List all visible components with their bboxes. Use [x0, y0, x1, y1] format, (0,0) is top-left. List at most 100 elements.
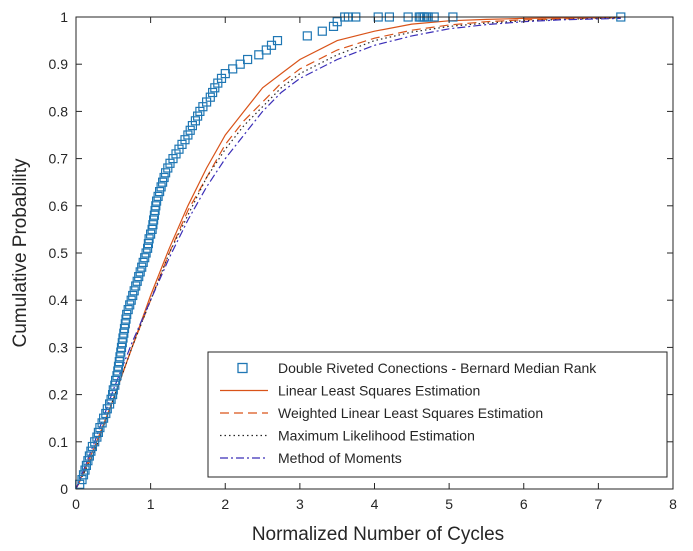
- data-point: [118, 333, 128, 343]
- data-point: [254, 50, 264, 60]
- data-point: [116, 342, 127, 352]
- data-point: [195, 106, 205, 117]
- y-tick-label: 0: [60, 481, 68, 497]
- data-point: [205, 92, 215, 102]
- data-point: [80, 465, 90, 475]
- legend: Double Riveted Conections - Bernard Medi…: [207, 351, 668, 478]
- y-tick-label: 0.9: [49, 56, 69, 72]
- x-tick-label: 8: [669, 496, 677, 512]
- data-point: [163, 163, 173, 173]
- x-tick-label: 6: [520, 496, 528, 512]
- data-point: [153, 191, 163, 201]
- x-tick-label: 7: [594, 496, 602, 512]
- data-point: [121, 314, 131, 324]
- data-point: [151, 201, 161, 211]
- data-point: [261, 45, 271, 55]
- x-axis: 0 1 2 3 4 5 6 7 8: [72, 17, 677, 512]
- data-point: [187, 120, 197, 131]
- data-point: [126, 295, 136, 305]
- data-point: [78, 470, 89, 480]
- data-point: [185, 125, 195, 135]
- data-point: [92, 432, 102, 442]
- data-point: [141, 248, 151, 258]
- data-point: [159, 172, 169, 183]
- data-point: [140, 253, 150, 263]
- data-point: [147, 224, 157, 234]
- data-point: [156, 182, 166, 192]
- data-point: [108, 385, 118, 395]
- data-point: [180, 135, 190, 145]
- y-tick-label: 1: [60, 9, 68, 25]
- data-point: [235, 59, 245, 69]
- data-point: [302, 31, 312, 41]
- data-point: [146, 229, 156, 239]
- data-point: [90, 437, 100, 447]
- y-tick-label: 0.3: [49, 339, 69, 355]
- x-tick-label: 0: [72, 496, 80, 512]
- data-point: [120, 319, 130, 329]
- data-point: [135, 267, 145, 277]
- data-point: [131, 281, 141, 291]
- data-point: [119, 323, 130, 334]
- legend-label: Weighted Linear Least Squares Estimation: [278, 405, 543, 421]
- x-tick-label: 4: [371, 496, 379, 512]
- data-point: [110, 380, 120, 390]
- data-point: [117, 338, 127, 348]
- legend-box: [207, 351, 668, 478]
- data-point: [87, 441, 98, 452]
- data-point: [193, 111, 203, 121]
- data-point: [190, 116, 200, 126]
- data-point: [208, 87, 218, 98]
- data-point: [113, 366, 123, 376]
- data-point: [123, 305, 133, 315]
- data-point: [98, 413, 109, 423]
- data-point: [174, 144, 184, 154]
- data-point: [125, 300, 135, 310]
- data-point: [122, 309, 132, 319]
- data-point: [115, 352, 125, 362]
- data-point: [332, 17, 342, 27]
- y-tick-label: 0.7: [49, 151, 69, 167]
- x-axis-label: Normalized Number of Cycles: [252, 524, 504, 545]
- legend-label: Maximum Likelihood Estimation: [278, 428, 475, 444]
- data-point: [165, 158, 175, 168]
- data-point: [114, 357, 124, 367]
- data-point: [155, 187, 165, 197]
- data-point: [161, 168, 171, 178]
- y-tick-label: 0.4: [49, 292, 69, 308]
- data-point: [77, 475, 87, 485]
- data-point: [95, 423, 105, 433]
- data-point: [83, 456, 93, 466]
- data-point: [132, 276, 142, 286]
- data-point: [110, 375, 121, 385]
- x-tick-label: 5: [445, 496, 453, 512]
- data-point: [149, 215, 159, 225]
- series-line-4: [75, 17, 621, 490]
- data-point: [86, 446, 96, 456]
- y-tick-label: 0.8: [49, 103, 69, 119]
- data-point: [150, 205, 160, 216]
- data-point: [137, 262, 147, 272]
- data-point: [128, 290, 138, 301]
- y-tick-label: 0.2: [49, 387, 69, 403]
- data-point: [138, 257, 148, 267]
- data-point: [183, 130, 193, 140]
- data-point: [102, 404, 112, 414]
- data-point: [266, 40, 277, 50]
- data-point: [177, 139, 187, 149]
- legend-label: Double Riveted Conections - Bernard Medi…: [278, 360, 597, 376]
- y-axis-label: Cumulative Probability: [10, 158, 31, 348]
- series-line-3: [75, 17, 621, 490]
- data-point: [148, 220, 158, 230]
- data-point: [107, 390, 118, 400]
- data-point: [119, 328, 129, 338]
- data-point: [149, 210, 159, 220]
- data-point: [93, 427, 104, 437]
- data-point: [220, 68, 230, 79]
- data-point: [116, 347, 126, 357]
- data-point: [134, 272, 144, 282]
- data-point: [81, 460, 92, 470]
- data-point: [152, 196, 162, 206]
